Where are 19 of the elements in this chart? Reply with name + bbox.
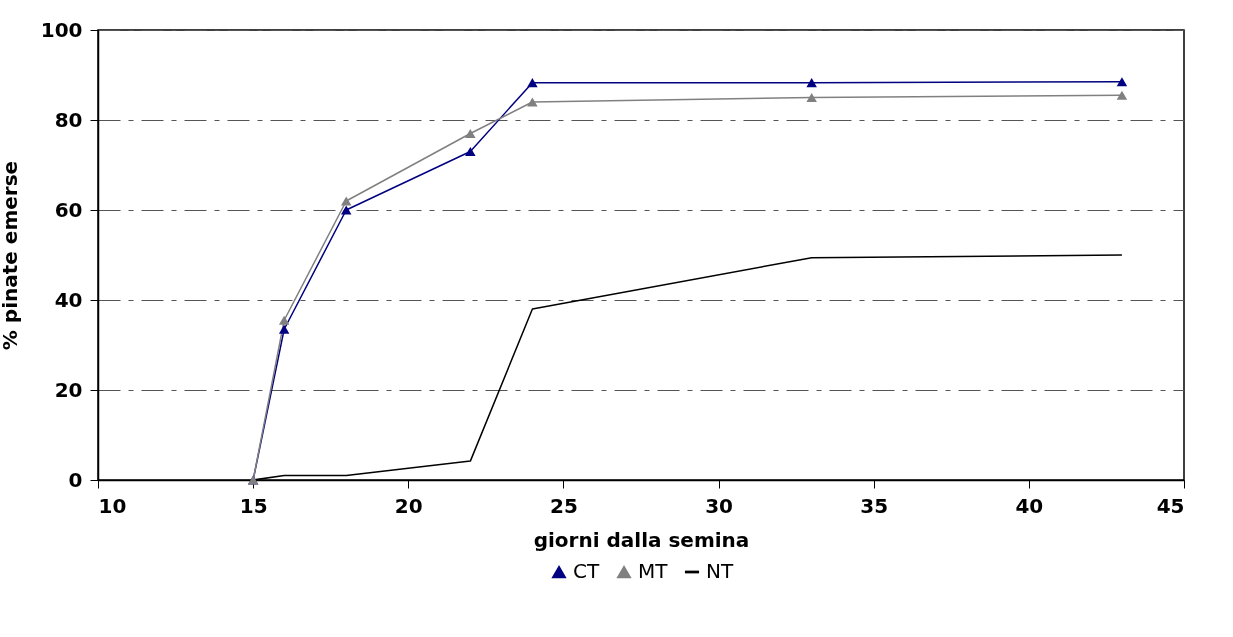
- x-tick-label: 30: [705, 493, 733, 518]
- y-tick-label: 20: [54, 377, 83, 402]
- x-axis-title: giorni dalla semina: [533, 527, 750, 552]
- x-tick-label: 35: [860, 493, 889, 518]
- y-axis-title: % pinate emerse: [0, 160, 22, 351]
- legend-label: NT: [706, 559, 734, 583]
- y-tick-label: 40: [54, 287, 83, 312]
- x-tick-label: 40: [1015, 493, 1044, 518]
- legend-label: CT: [573, 559, 600, 583]
- y-tick-label: 100: [40, 17, 83, 42]
- y-tick-label: 80: [54, 107, 83, 132]
- x-tick-label: 20: [394, 493, 423, 518]
- x-tick-label: 15: [239, 493, 268, 518]
- y-tick-label: 60: [54, 197, 83, 222]
- x-tick-label: 10: [98, 493, 127, 518]
- legend-label: MT: [638, 559, 669, 583]
- x-tick-label: 25: [550, 493, 578, 518]
- x-tick-label: 45: [1156, 493, 1185, 518]
- y-tick-label: 0: [68, 467, 83, 492]
